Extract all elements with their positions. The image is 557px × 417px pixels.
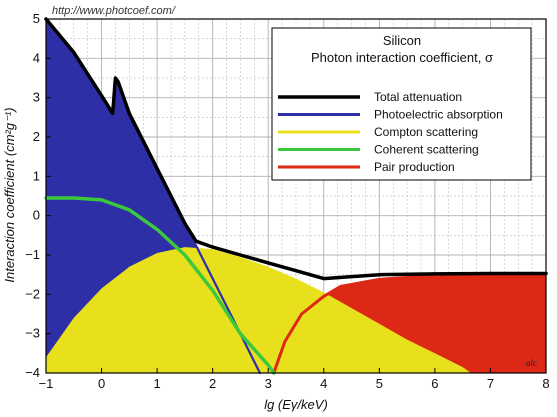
y-tick-label: −1: [25, 247, 40, 262]
compton-area: [46, 247, 471, 373]
y-tick-label: 0: [33, 208, 40, 223]
legend-entry-label: Pair production: [374, 160, 455, 174]
legend-entry-label: Photoelectric absorption: [374, 108, 503, 122]
legend-title-line1: Silicon: [383, 33, 421, 48]
x-axis-label: lg (Eγ/keV): [264, 397, 328, 412]
plot-frame: [45, 18, 547, 374]
x-tick-label: 1: [153, 376, 160, 391]
x-tick-label: 2: [209, 376, 216, 391]
y-tick-label: 2: [33, 129, 40, 144]
total-attenuation-line: [44, 17, 548, 281]
y-tick-label: 4: [33, 50, 40, 65]
y-tick-label: −3: [25, 326, 40, 341]
x-tick-label: 8: [542, 376, 549, 391]
y-tick-label: 1: [33, 168, 40, 183]
x-tick-label: 6: [431, 376, 438, 391]
legend-entries: Total attenuation Photoelectric absorptio…: [278, 90, 503, 174]
legend-title-line2: Photon interaction coefficient, σ: [311, 50, 493, 65]
x-tick-label: 7: [487, 376, 494, 391]
x-tick-label: 5: [376, 376, 383, 391]
y-axis-label: Interaction coefficient (cm²g⁻¹): [2, 107, 17, 282]
legend-entry-label: Coherent scattering: [374, 143, 479, 157]
source-url: http://www.photcoef.com/: [52, 5, 176, 17]
y-tick-label: 5: [33, 11, 40, 26]
coherent-scattering-line: [44, 196, 276, 375]
line-layer: [44, 17, 548, 375]
x-tick-label: −1: [39, 376, 54, 391]
y-tick-label: 3: [33, 90, 40, 105]
tick-layer: −1 0 1 2 3 4 5 6 7 8 −4 −3 −2 −1 0 1 2 3 4 5: [25, 11, 549, 391]
y-tick-label: −2: [25, 286, 40, 301]
x-tick-label: 3: [265, 376, 272, 391]
x-tick-label: 4: [320, 376, 327, 391]
legend-box: [271, 27, 532, 181]
legend: Silicon Photon interaction coefficient, …: [271, 27, 532, 181]
y-tick-label: −4: [25, 365, 40, 380]
corner-tag: alc: [526, 358, 537, 368]
legend-entry-label: Compton scattering: [374, 125, 478, 139]
x-tick-label: 0: [98, 376, 105, 391]
legend-entry-label: Total attenuation: [374, 90, 462, 104]
